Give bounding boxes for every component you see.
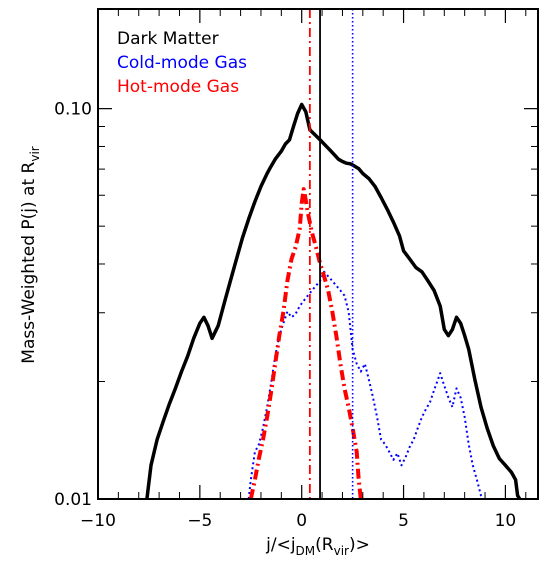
legend: Dark Matter Cold-mode Gas Hot-mode Gas [117,29,247,97]
legend-entry-cold-mode-gas: Cold-mode Gas [117,53,247,73]
x-tick-label: −10 [80,511,116,531]
y-tick-label: 0.10 [54,100,92,120]
plot-frame [97,8,539,500]
legend-entry-dark-matter: Dark Matter [117,29,219,49]
reference-lines [308,9,354,499]
series-line-dark-matter [145,102,522,500]
x-tick-label: 5 [398,511,409,531]
series-line-hot-mode-gas [248,187,363,500]
x-tick-label: −5 [187,511,212,531]
y-tick-label: 0.01 [54,490,92,510]
x-tick-label: 10 [495,511,517,531]
x-tick-label: 0 [296,511,307,531]
series-layer [145,102,522,500]
axis-ticks: −10 −5 0 5 10 0.01 0.10 [54,9,538,531]
x-axis-title: j/<jDM(Rvir)> [265,535,370,558]
legend-entry-hot-mode-gas: Hot-mode Gas [117,77,239,97]
y-axis-title: Mass-Weighted P(j) at Rvir [19,146,42,364]
